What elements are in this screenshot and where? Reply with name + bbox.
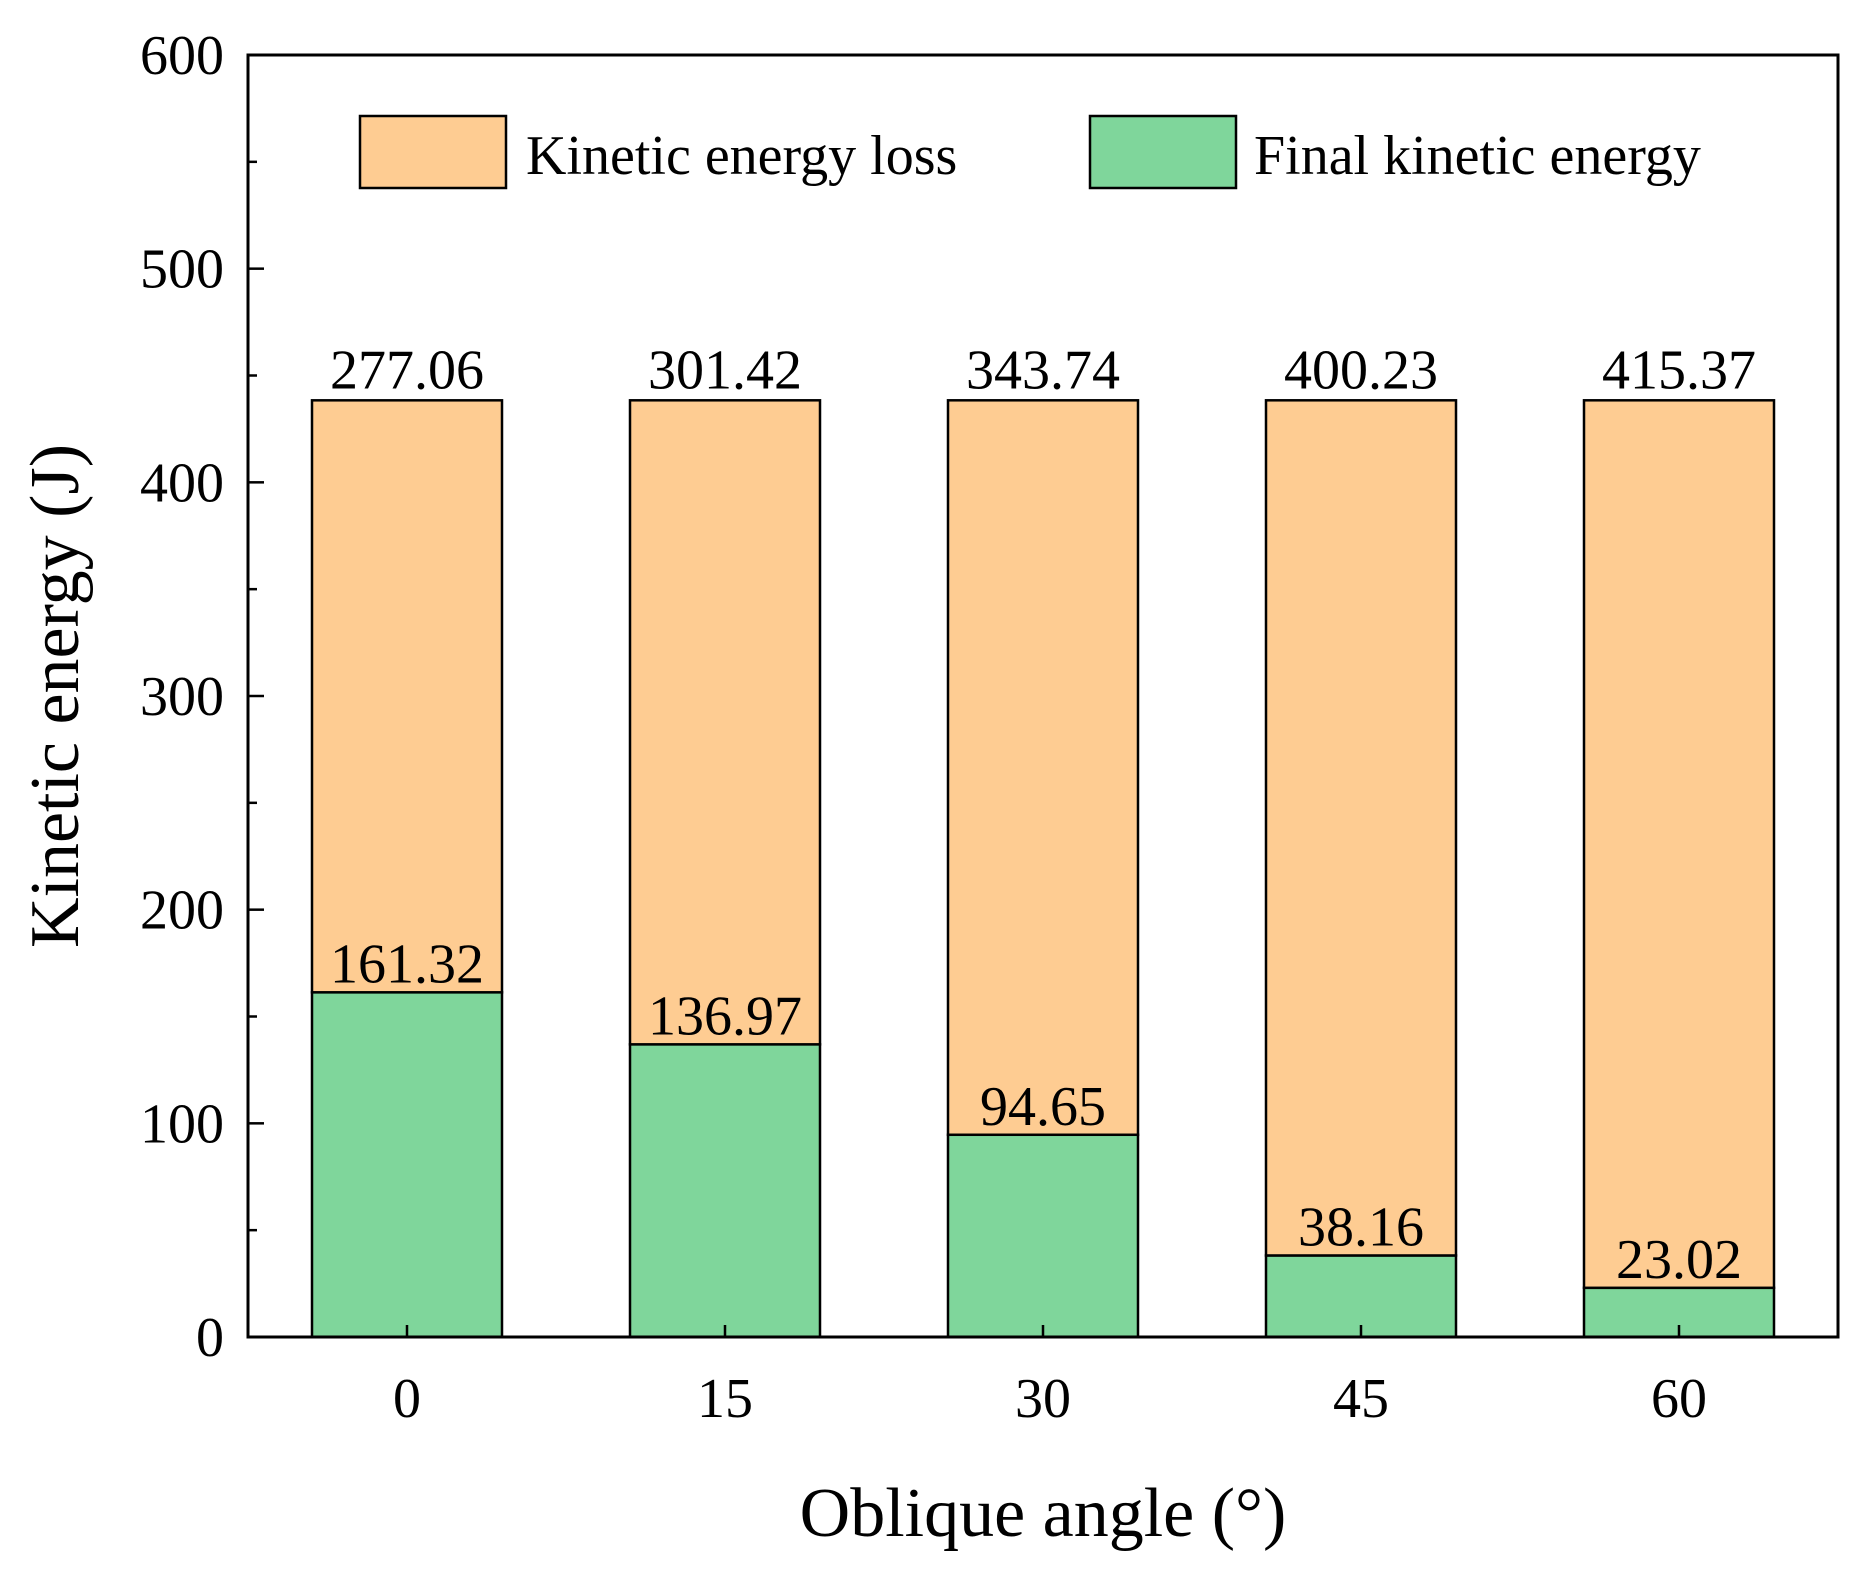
bar-kinetic-energy-loss-0 (310, 399, 504, 994)
bar-kinetic-energy-loss-30 (946, 399, 1140, 1137)
bar-final-kinetic-energy-30 (946, 1133, 1140, 1339)
data-label-loss-30: 343.74 (966, 339, 1120, 401)
legend-swatch-kinetic-energy-loss (358, 114, 508, 190)
bar-kinetic-energy-loss-15 (628, 399, 822, 1046)
x-tick-label-60: 60 (1651, 1368, 1707, 1430)
legend-label-kinetic-energy-loss: Kinetic energy loss (526, 125, 957, 187)
data-label-final-0: 161.32 (330, 933, 484, 995)
data-label-final-15: 136.97 (648, 985, 802, 1047)
bar-kinetic-energy-loss-60 (1582, 399, 1776, 1290)
y-tick-label-500: 500 (140, 239, 224, 301)
x-tick-label-0: 0 (393, 1368, 421, 1430)
bar-final-kinetic-energy-15 (628, 1043, 822, 1339)
y-tick-label-600: 600 (140, 25, 224, 87)
x-axis-title: Oblique angle (°) (800, 1475, 1287, 1552)
x-axis-ticks: 0 15 30 45 60 (393, 1325, 1707, 1430)
bar-final-kinetic-energy-45 (1264, 1254, 1458, 1339)
legend: Kinetic energy loss Final kinetic energy (358, 114, 1701, 190)
data-labels-group: 277.06 161.32 301.42 136.97 343.74 94.65 400.2… (330, 339, 1756, 1291)
data-label-final-30: 94.65 (980, 1076, 1106, 1138)
bar-final-kinetic-energy-0 (310, 991, 504, 1339)
y-tick-label-300: 300 (140, 666, 224, 728)
data-label-final-45: 38.16 (1298, 1196, 1424, 1258)
y-tick-label-100: 100 (140, 1093, 224, 1155)
x-tick-label-30: 30 (1015, 1368, 1071, 1430)
y-tick-label-200: 200 (140, 880, 224, 942)
x-tick-label-15: 15 (697, 1368, 753, 1430)
y-axis-ticks: 0 100 200 300 400 500 600 (140, 25, 264, 1369)
legend-swatch-final-kinetic-energy (1088, 114, 1238, 190)
bars-group (310, 399, 1776, 1339)
y-tick-label-400: 400 (140, 452, 224, 514)
data-label-loss-15: 301.42 (648, 339, 802, 401)
data-label-loss-60: 415.37 (1602, 339, 1756, 401)
y-axis-title: Kinetic energy (J) (17, 444, 94, 948)
bar-kinetic-energy-loss-45 (1264, 399, 1458, 1257)
x-tick-label-45: 45 (1333, 1368, 1389, 1430)
data-label-loss-0: 277.06 (330, 339, 484, 401)
data-label-final-60: 23.02 (1616, 1229, 1742, 1291)
y-tick-label-0: 0 (196, 1307, 224, 1369)
data-label-loss-45: 400.23 (1284, 339, 1438, 401)
legend-label-final-kinetic-energy: Final kinetic energy (1254, 125, 1701, 187)
